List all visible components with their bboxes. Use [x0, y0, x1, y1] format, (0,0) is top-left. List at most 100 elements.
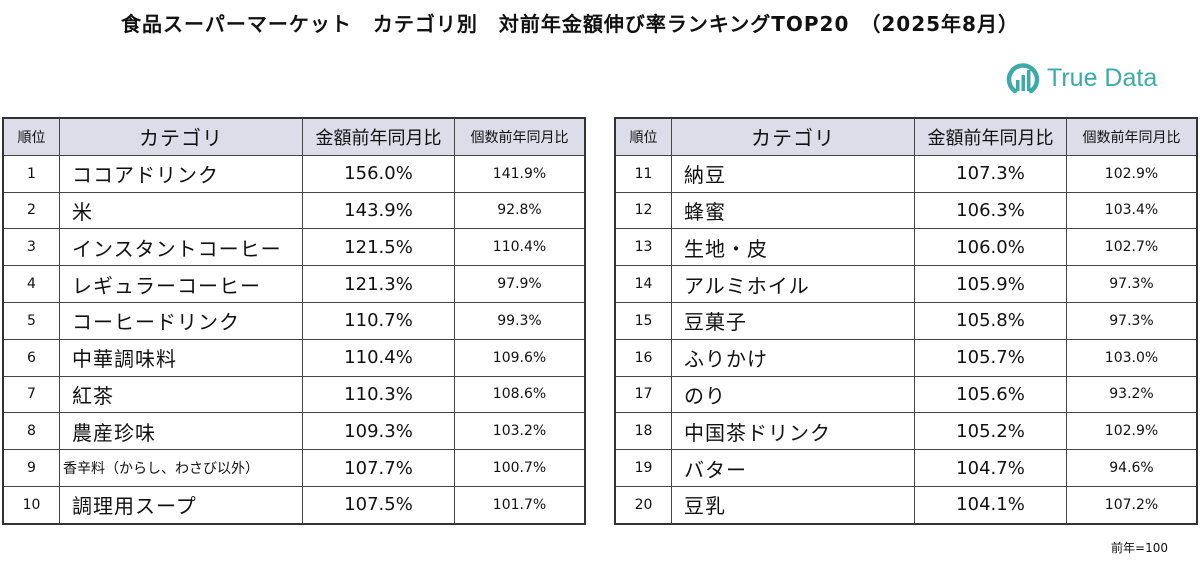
category-cell: 蜂蜜 — [671, 191, 915, 230]
category-cell: 農産珍味 — [59, 412, 303, 451]
amount-yoy-cell: 109.3% — [302, 412, 455, 451]
amount-yoy-cell: 110.3% — [302, 375, 455, 414]
rank-cell: 9 — [2, 449, 60, 487]
rank-cell: 16 — [614, 338, 672, 377]
amount-yoy-cell: 143.9% — [302, 191, 455, 230]
amount-yoy-cell: 105.2% — [914, 412, 1067, 451]
header-qty-yoy: 個数前年同月比 — [454, 117, 586, 156]
category-cell: ココアドリンク — [59, 154, 303, 193]
table-row: 20 豆乳 104.1% 107.2% — [614, 485, 1198, 525]
amount-yoy-cell: 121.3% — [302, 265, 455, 303]
qty-yoy-cell: 94.6% — [1066, 449, 1198, 487]
header-row: 順位 カテゴリ 金額前年同月比 個数前年同月比 — [2, 117, 586, 156]
table-row: 7 紅茶 110.3% 108.6% — [2, 375, 586, 414]
category-cell: 豆菓子 — [671, 301, 915, 340]
amount-yoy-cell: 107.7% — [302, 449, 455, 487]
qty-yoy-cell: 103.4% — [1066, 191, 1198, 230]
category-cell: ふりかけ — [671, 338, 915, 377]
amount-yoy-cell: 106.0% — [914, 228, 1067, 267]
rank-cell: 15 — [614, 301, 672, 340]
category-cell: アルミホイル — [671, 265, 915, 303]
rank-cell: 6 — [2, 338, 60, 377]
rank-cell: 1 — [2, 154, 60, 193]
amount-yoy-cell: 121.5% — [302, 228, 455, 267]
rank-cell: 20 — [614, 485, 672, 525]
qty-yoy-cell: 110.4% — [454, 228, 586, 267]
qty-yoy-cell: 100.7% — [454, 449, 586, 487]
qty-yoy-cell: 99.3% — [454, 301, 586, 340]
qty-yoy-cell: 102.7% — [1066, 228, 1198, 267]
header-amount-yoy: 金額前年同月比 — [302, 117, 455, 156]
amount-yoy-cell: 105.7% — [914, 338, 1067, 377]
qty-yoy-cell: 93.2% — [1066, 375, 1198, 414]
table-row: 15 豆菓子 105.8% 97.3% — [614, 301, 1198, 340]
table-row: 14 アルミホイル 105.9% 97.3% — [614, 265, 1198, 303]
table-row: 13 生地・皮 106.0% 102.7% — [614, 228, 1198, 267]
qty-yoy-cell: 109.6% — [454, 338, 586, 377]
rank-cell: 17 — [614, 375, 672, 414]
rank-cell: 4 — [2, 265, 60, 303]
qty-yoy-cell: 141.9% — [454, 154, 586, 193]
amount-yoy-cell: 105.9% — [914, 265, 1067, 303]
table-row: 9 香辛料（からし、わさび以外） 107.7% 100.7% — [2, 449, 586, 487]
qty-yoy-cell: 103.0% — [1066, 338, 1198, 377]
category-cell: レギュラーコーヒー — [59, 265, 303, 303]
table-row: 19 バター 104.7% 94.6% — [614, 449, 1198, 487]
header-rank: 順位 — [2, 117, 60, 156]
qty-yoy-cell: 92.8% — [454, 191, 586, 230]
category-cell: 香辛料（からし、わさび以外） — [59, 449, 303, 487]
header-category: カテゴリ — [59, 117, 303, 156]
table-row: 10 調理用スープ 107.5% 101.7% — [2, 485, 586, 525]
qty-yoy-cell: 97.3% — [1066, 265, 1198, 303]
table-row: 3 インスタントコーヒー 121.5% 110.4% — [2, 228, 586, 267]
rank-cell: 5 — [2, 301, 60, 340]
category-cell: のり — [671, 375, 915, 414]
table-row: 6 中華調味料 110.4% 109.6% — [2, 338, 586, 377]
category-cell: 紅茶 — [59, 375, 303, 414]
true-data-logo: True Data — [1005, 60, 1157, 96]
header-category: カテゴリ — [671, 117, 915, 156]
table-row: 1 ココアドリンク 156.0% 141.9% — [2, 154, 586, 193]
amount-yoy-cell: 107.5% — [302, 485, 455, 525]
table-row: 17 のり 105.6% 93.2% — [614, 375, 1198, 414]
qty-yoy-cell: 108.6% — [454, 375, 586, 414]
rank-cell: 18 — [614, 412, 672, 451]
rank-cell: 14 — [614, 265, 672, 303]
category-cell: 生地・皮 — [671, 228, 915, 267]
rank-cell: 10 — [2, 485, 60, 525]
rank-cell: 11 — [614, 154, 672, 193]
table-row: 5 コーヒードリンク 110.7% 99.3% — [2, 301, 586, 340]
rank-cell: 8 — [2, 412, 60, 451]
category-cell: 納豆 — [671, 154, 915, 193]
qty-yoy-cell: 97.9% — [454, 265, 586, 303]
amount-yoy-cell: 104.7% — [914, 449, 1067, 487]
category-cell: 調理用スープ — [59, 485, 303, 525]
table-row: 18 中国茶ドリンク 105.2% 102.9% — [614, 412, 1198, 451]
logo-text: True Data — [1047, 63, 1158, 92]
amount-yoy-cell: 105.8% — [914, 301, 1067, 340]
table-row: 8 農産珍味 109.3% 103.2% — [2, 412, 586, 451]
amount-yoy-cell: 106.3% — [914, 191, 1067, 230]
table-row: 11 納豆 107.3% 102.9% — [614, 154, 1198, 193]
qty-yoy-cell: 107.2% — [1066, 485, 1198, 525]
rank-cell: 2 — [2, 191, 60, 230]
header-row: 順位 カテゴリ 金額前年同月比 個数前年同月比 — [614, 117, 1198, 156]
page-title: 食品スーパーマーケット カテゴリ別 対前年金額伸び率ランキングTOP20 （20… — [121, 12, 1019, 36]
category-cell: 米 — [59, 191, 303, 230]
amount-yoy-cell: 110.4% — [302, 338, 455, 377]
header-qty-yoy: 個数前年同月比 — [1066, 117, 1198, 156]
true-data-logo-icon — [1006, 63, 1040, 94]
ranking-table-11-20: 順位 カテゴリ 金額前年同月比 個数前年同月比 11 納豆 107.3% 102.9%… — [614, 117, 1198, 525]
qty-yoy-cell: 97.3% — [1066, 301, 1198, 340]
amount-yoy-cell: 110.7% — [302, 301, 455, 340]
rank-cell: 3 — [2, 228, 60, 267]
base-note: 前年=100 — [1111, 541, 1168, 555]
category-cell: コーヒードリンク — [59, 301, 303, 340]
ranking-table-1-10: 順位 カテゴリ 金額前年同月比 個数前年同月比 1 ココアドリンク 156.0% 14… — [2, 117, 586, 525]
category-cell: インスタントコーヒー — [59, 228, 303, 267]
table-row: 4 レギュラーコーヒー 121.3% 97.9% — [2, 265, 586, 303]
header-rank: 順位 — [614, 117, 672, 156]
amount-yoy-cell: 107.3% — [914, 154, 1067, 193]
rank-cell: 12 — [614, 191, 672, 230]
category-cell: 中国茶ドリンク — [671, 412, 915, 451]
